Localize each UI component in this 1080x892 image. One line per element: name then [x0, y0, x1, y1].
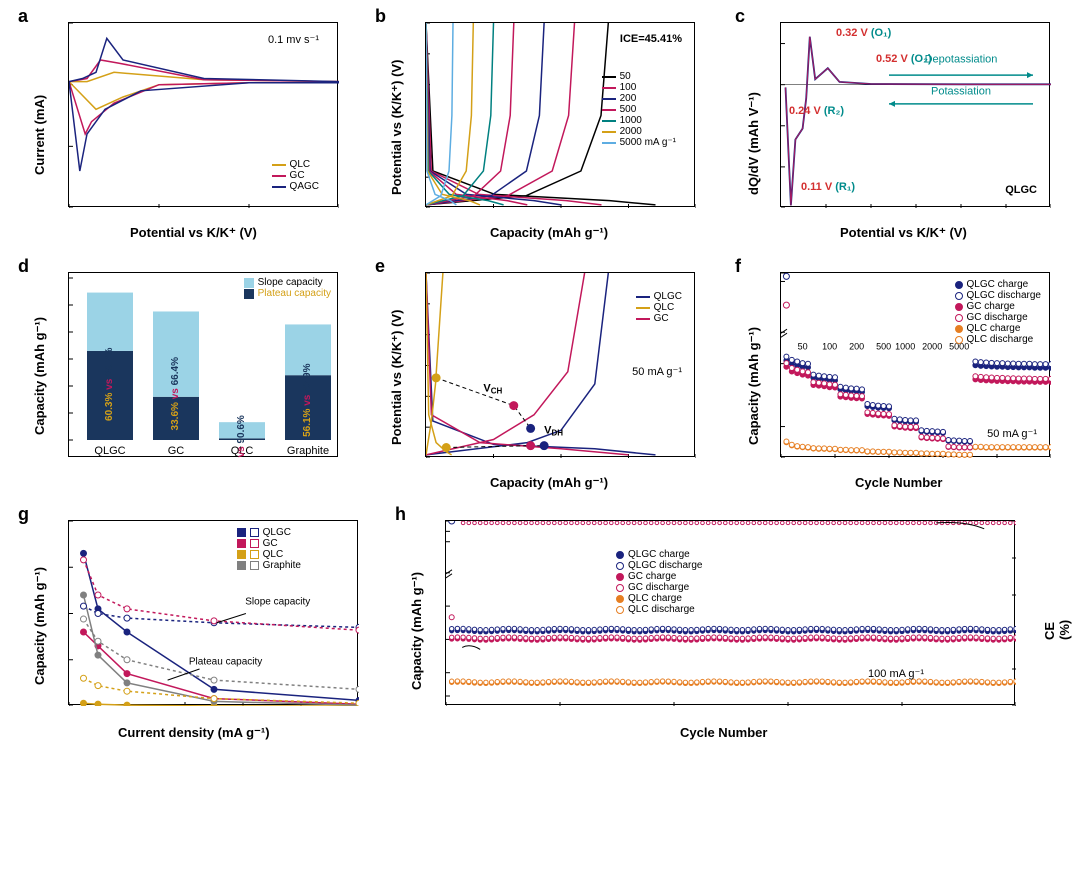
- panel-e: 010020030040000.511.522.53VCHVDH 50 mA g…: [425, 272, 695, 457]
- legend-item: Graphite: [237, 560, 301, 571]
- legend-item: QLGC discharge: [955, 290, 1041, 301]
- chart-h: 0204060801003010020030040070080090002040…: [446, 521, 1016, 706]
- svg-text:50: 50: [798, 341, 808, 351]
- legend-item: QLC discharge: [955, 334, 1041, 345]
- chart-g: 02004006008001000050100150200Slope capac…: [69, 521, 359, 706]
- panel-label-b: b: [375, 6, 386, 27]
- legend-item: 50: [602, 71, 676, 82]
- svg-text:GC: GC: [168, 445, 185, 457]
- legend-item: GC: [272, 170, 319, 181]
- legend-item: 1000: [602, 115, 676, 126]
- svg-text:33.6% vs 66.4%: 33.6% vs 66.4%: [170, 357, 181, 431]
- y2label-h: CE (%): [1042, 602, 1072, 640]
- ylabel-d: Capacity (mAh g⁻¹): [32, 317, 48, 435]
- legend-item: QLGC: [636, 291, 682, 302]
- peak-label: 0.24 V (R₂): [789, 105, 844, 117]
- legend-item: QLC discharge: [616, 604, 702, 615]
- svg-text:500: 500: [876, 341, 891, 351]
- panel-a-anno: 0.1 mv s⁻¹: [268, 33, 319, 46]
- panel-label-g: g: [18, 504, 29, 525]
- panel-h-anno: 100 mA g⁻¹: [868, 667, 924, 680]
- svg-text:Graphite: Graphite: [287, 445, 329, 457]
- panel-c-sample: QLGC: [1005, 184, 1037, 196]
- legend-item: Slope capacity: [244, 277, 331, 288]
- ylabel-f: Capacity (mAh g⁻¹): [746, 327, 762, 445]
- svg-text:VCH: VCH: [483, 382, 502, 395]
- ylabel-c: dQ/dV (mAh V⁻¹): [746, 92, 762, 195]
- legend-item: GC charge: [955, 301, 1041, 312]
- svg-text:60.3% vs 39.7%: 60.3% vs 39.7%: [104, 347, 115, 421]
- xlabel-c: Potential vs K/K⁺ (V): [840, 225, 967, 241]
- peak-label: 0.11 V (R₁): [801, 181, 855, 193]
- panel-c: 0.511.522.53-0.9-0.6-0.300.3Depotassiati…: [780, 22, 1050, 207]
- legend-item: 200: [602, 93, 676, 104]
- legend-item: GC charge: [616, 571, 702, 582]
- ylabel-h: Capacity (mAh g⁻¹): [409, 572, 425, 690]
- ylabel-e: Potential vs (K/K⁺) (V): [389, 310, 405, 445]
- svg-text:Depotassiation: Depotassiation: [925, 54, 998, 66]
- svg-text:Slope capacity: Slope capacity: [245, 596, 310, 607]
- legend-item: QLC: [237, 549, 301, 560]
- svg-text:200: 200: [849, 341, 864, 351]
- xlabel-a: Potential vs K/K⁺ (V): [130, 225, 257, 241]
- legend-item: QLGC charge: [616, 549, 702, 560]
- chart-d: 050100150200250300QLGC60.3% vs 39.7%GC33…: [69, 273, 339, 458]
- legend-item: 100: [602, 82, 676, 93]
- svg-text:VDH: VDH: [544, 424, 563, 437]
- xlabel-g: Current density (mA g⁻¹): [118, 725, 270, 741]
- legend-item: 2000: [602, 126, 676, 137]
- panel-label-h: h: [395, 504, 406, 525]
- xlabel-h: Cycle Number: [680, 725, 767, 740]
- legend-item: QLGC charge: [955, 279, 1041, 290]
- peak-label: 0.32 V (O₁): [836, 27, 891, 39]
- panel-d: 050100150200250300QLGC60.3% vs 39.7%GC33…: [68, 272, 338, 457]
- peak-label: 0.52 V (O₂): [876, 53, 932, 65]
- legend-item: GC: [237, 538, 301, 549]
- ylabel-g: Capacity (mAh g⁻¹): [32, 567, 48, 685]
- legend-item: QLC charge: [955, 323, 1041, 334]
- svg-text:2000: 2000: [922, 341, 942, 351]
- panel-label-c: c: [735, 6, 745, 27]
- xlabel-f: Cycle Number: [855, 475, 942, 490]
- svg-text:9.4% vs 90.6%: 9.4% vs 90.6%: [236, 415, 247, 458]
- svg-text:100: 100: [822, 341, 837, 351]
- ylabel-a: Current (mA): [32, 95, 47, 175]
- panel-label-a: a: [18, 6, 28, 27]
- xlabel-b: Capacity (mAh g⁻¹): [490, 225, 608, 241]
- legend-item: 5000 mA g⁻¹: [602, 137, 676, 148]
- panel-label-d: d: [18, 256, 29, 277]
- xlabel-e: Capacity (mAh g⁻¹): [490, 475, 608, 491]
- panel-g: 02004006008001000050100150200Slope capac…: [68, 520, 358, 705]
- panel-b: 010020030040000.511.522.53 ICE=45.41% 50…: [425, 22, 695, 207]
- panel-h: 0204060801003010020030040070080090002040…: [445, 520, 1015, 705]
- panel-label-f: f: [735, 256, 741, 277]
- legend-item: GC discharge: [616, 582, 702, 593]
- panel-f: 0102030405001003004001000110050100200500…: [780, 272, 1050, 457]
- panel-e-anno: 50 mA g⁻¹: [632, 365, 682, 378]
- svg-text:Plateau capacity: Plateau capacity: [189, 656, 262, 667]
- legend-item: QLC charge: [616, 593, 702, 604]
- svg-text:Potassiation: Potassiation: [931, 85, 991, 97]
- legend-item: GC: [636, 313, 682, 324]
- legend-item: 500: [602, 104, 676, 115]
- legend-item: QLC: [636, 302, 682, 313]
- panel-a: 0123-0.2-0.100.1 0.1 mv s⁻¹ QLCGCQAGC: [68, 22, 338, 207]
- svg-text:1000: 1000: [895, 341, 915, 351]
- legend-item: QLGC: [237, 527, 301, 538]
- legend-item: QLGC discharge: [616, 560, 702, 571]
- svg-text:56.1% vs 43.9%: 56.1% vs 43.9%: [302, 363, 313, 437]
- legend-item: QLC: [272, 159, 319, 170]
- panel-b-anno: ICE=45.41%: [620, 33, 682, 45]
- ylabel-b: Potential vs (K/K⁺) (V): [389, 60, 405, 195]
- panel-f-anno: 50 mA g⁻¹: [987, 427, 1037, 440]
- legend-item: GC discharge: [955, 312, 1041, 323]
- panel-label-e: e: [375, 256, 385, 277]
- svg-text:QLGC: QLGC: [94, 445, 125, 457]
- legend-item: Plateau capacity: [244, 288, 331, 299]
- legend-item: QAGC: [272, 181, 319, 192]
